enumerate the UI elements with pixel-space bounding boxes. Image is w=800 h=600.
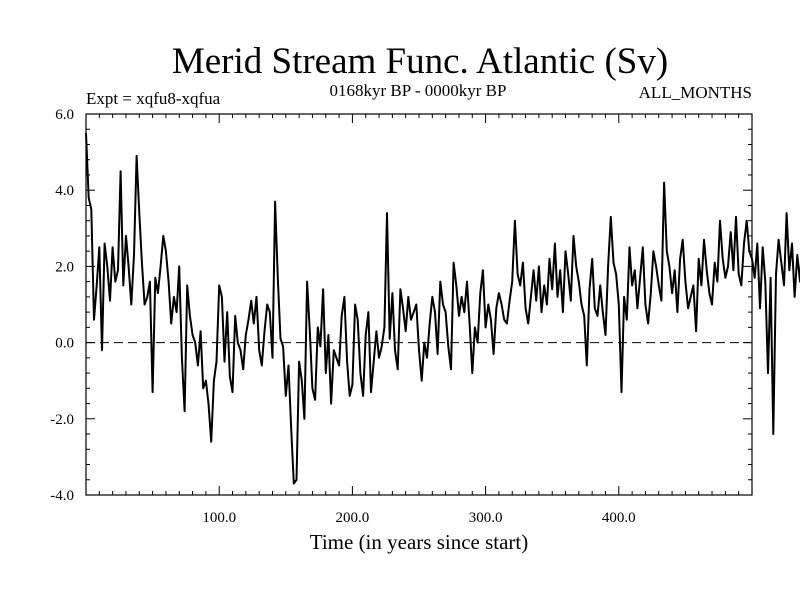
data-series-line [85,133,800,485]
y-axis: -4.0 -2.0 0.0 2.0 4.0 6.0 [50,107,752,504]
y-tick-label: 6.0 [55,107,74,123]
months-label: ALL_MONTHS [639,83,752,102]
y-tick-label: -2.0 [50,412,74,428]
y-tick-label: 2.0 [55,259,74,275]
x-tick-label: 200.0 [336,510,370,526]
y-tick-label: 4.0 [55,183,74,199]
x-axis: 100.0 200.0 300.0 400.0 [98,114,740,526]
y-tick-label: 0.0 [55,336,74,352]
y-tick-label: -4.0 [50,488,74,504]
x-tick-label: 400.0 [602,510,636,526]
x-tick-label: 300.0 [469,510,503,526]
x-axis-label: Time (in years since start) [310,530,529,554]
period-label: 0168kyr BP - 0000kyr BP [330,81,507,100]
experiment-label: Expt = xqfu8-xqfua [86,89,221,108]
x-tick-label: 100.0 [202,510,236,526]
chart-title: Merid Stream Func. Atlantic (Sv) [172,41,668,82]
